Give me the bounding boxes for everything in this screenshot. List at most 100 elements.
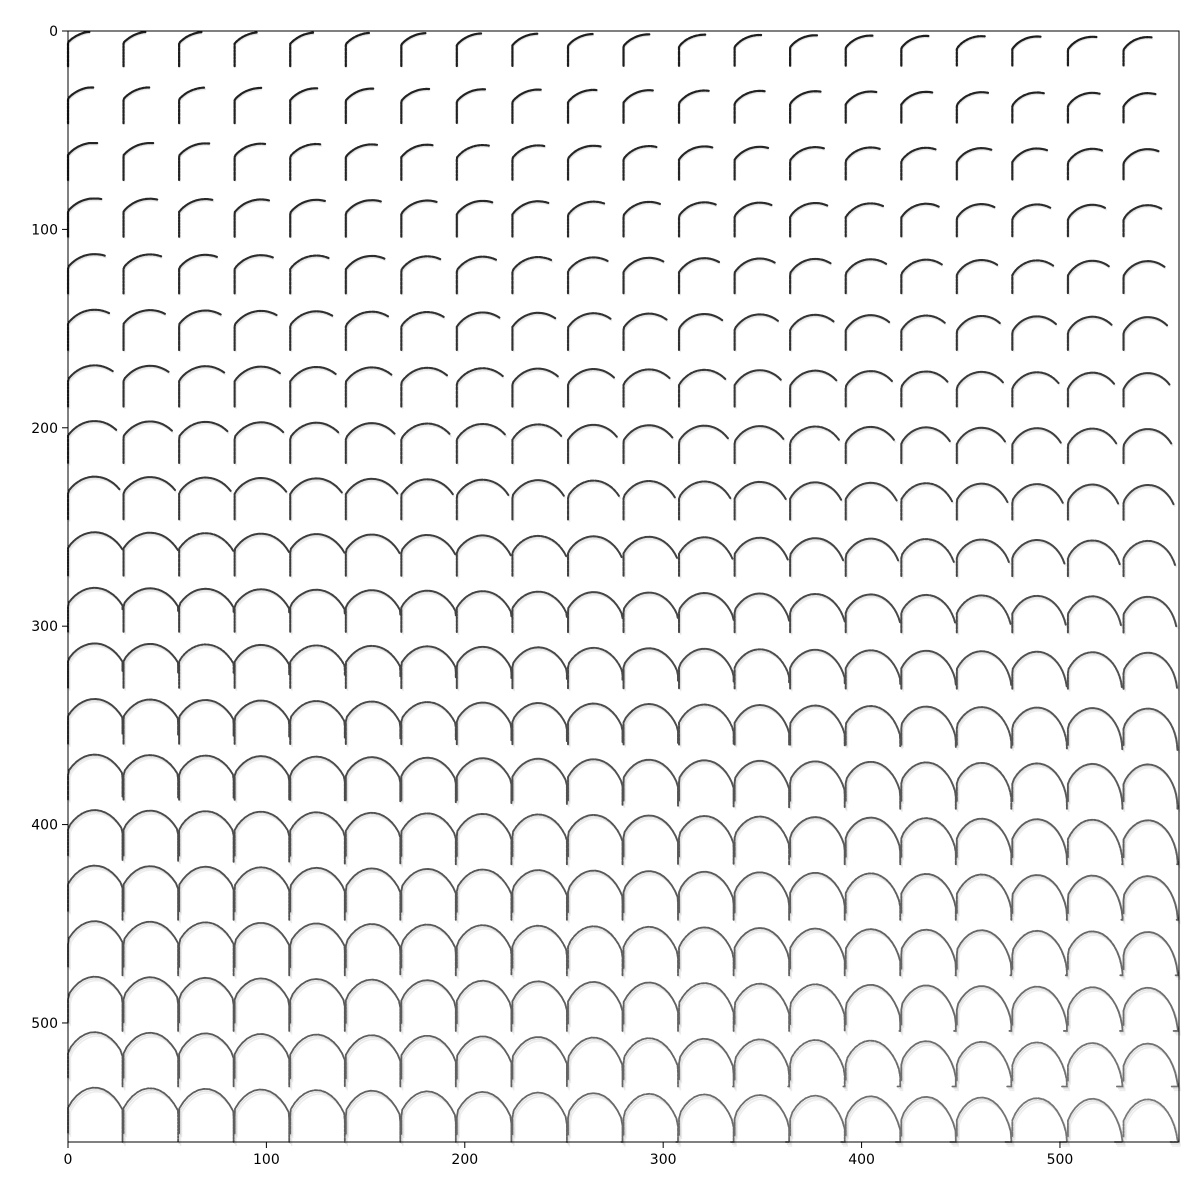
- tile-19-14: [844, 1095, 904, 1147]
- tile-arc: [122, 420, 173, 465]
- tile-0-17: [1011, 35, 1042, 68]
- tile-arc-shadow: [846, 204, 885, 239]
- tile-arc: [400, 979, 457, 1032]
- tile-arc: [233, 810, 291, 864]
- tile-arc: [122, 531, 179, 577]
- tile-arc: [122, 754, 180, 801]
- tile-arc: [1011, 985, 1068, 1032]
- tile-8-6: [400, 478, 456, 523]
- tile-4-17: [1011, 259, 1055, 296]
- tile-arc-shadow: [679, 315, 724, 353]
- tile-7-10: [622, 424, 675, 466]
- tile-arc-shadow: [347, 982, 404, 1035]
- tile-arc-shadow: [901, 261, 944, 296]
- tile-arc: [233, 31, 259, 68]
- tile-0-15: [900, 34, 930, 68]
- tile-arc: [344, 811, 402, 866]
- tile-arc-shadow: [568, 482, 622, 523]
- tile-arc-shadow: [679, 427, 730, 466]
- tile-8-16: [955, 482, 1010, 523]
- tile-arc: [455, 534, 512, 577]
- tile-arc: [1122, 763, 1179, 810]
- tile-arc: [1011, 929, 1068, 977]
- tile-8-12: [733, 480, 788, 523]
- tile-arc-shadow: [346, 313, 390, 353]
- tile-4-16: [955, 258, 1000, 296]
- tile-7-14: [844, 425, 897, 466]
- tile-0-8: [511, 32, 539, 68]
- tile-arc: [400, 812, 457, 866]
- tile-arc: [1122, 35, 1154, 67]
- tile-12-8: [511, 702, 570, 748]
- tile-1-1: [122, 86, 151, 125]
- tile-1-10: [622, 89, 654, 125]
- tile-3-10: [622, 200, 662, 239]
- tile-arc: [566, 312, 612, 352]
- tile-arc-shadow: [568, 426, 619, 466]
- tile-arc-shadow: [625, 1041, 682, 1091]
- tile-5-3: [233, 309, 279, 353]
- tile-arc: [567, 702, 624, 746]
- tile-arc: [566, 200, 606, 238]
- tile-1-2: [178, 86, 207, 125]
- tile-arc: [1122, 875, 1179, 921]
- tile-5-1: [122, 309, 167, 353]
- tile-arc: [844, 370, 893, 408]
- tile-arc: [122, 253, 163, 295]
- tile-6-5: [344, 366, 394, 409]
- tile-arc: [511, 32, 539, 67]
- tile-arc-shadow: [791, 1043, 848, 1092]
- tile-1-6: [400, 87, 431, 125]
- tile-arc: [900, 1095, 957, 1143]
- tile-arc: [789, 816, 846, 866]
- tile-3-9: [566, 200, 606, 239]
- tile-arc: [733, 648, 791, 690]
- tile-4-6: [400, 255, 442, 296]
- tile-11-10: [622, 647, 681, 692]
- tile-arc: [289, 755, 346, 802]
- tile-arc-shadow: [1069, 934, 1126, 980]
- tile-arc: [455, 478, 510, 521]
- tile-8-3: [233, 476, 289, 523]
- tile-6-12: [733, 369, 783, 409]
- tile-arc-shadow: [69, 812, 126, 864]
- tile-15-15: [900, 873, 959, 924]
- tile-arc: [844, 928, 902, 977]
- tile-arc: [678, 1037, 735, 1088]
- tile-arc: [1011, 1041, 1068, 1088]
- tile-7-3: [233, 421, 286, 466]
- tile-10-13: [789, 593, 848, 636]
- x-tick-label: 400: [848, 1152, 875, 1168]
- tile-arc: [1011, 203, 1052, 238]
- tile-0-7: [455, 32, 483, 68]
- tile-1-17: [1011, 91, 1045, 125]
- tile-arc-shadow: [458, 872, 515, 924]
- tile-arc: [1011, 259, 1055, 295]
- tile-19-16: [955, 1096, 1015, 1147]
- tile-arc-shadow: [401, 145, 435, 182]
- tile-arc: [789, 313, 835, 351]
- tile-7-18: [1066, 427, 1119, 466]
- tile-arc: [1066, 427, 1118, 465]
- tile-10-9: [567, 591, 626, 635]
- tile-arc-shadow: [1012, 317, 1058, 353]
- tile-5-18: [1066, 315, 1114, 353]
- tile-2-15: [900, 146, 937, 182]
- tile-arc: [900, 258, 943, 295]
- tile-arc-shadow: [513, 1040, 571, 1091]
- tile-arc: [678, 870, 735, 921]
- tile-arc: [622, 424, 674, 465]
- tile-5-9: [566, 312, 613, 353]
- tile-arc: [678, 926, 735, 977]
- tile-arc: [844, 1095, 902, 1143]
- tile-9-6: [400, 533, 458, 579]
- tile-arc-shadow: [569, 873, 626, 924]
- tile-2-10: [622, 145, 658, 182]
- tile-arc-shadow: [458, 816, 515, 868]
- tile-arc-shadow: [901, 204, 941, 239]
- tile-arc-shadow: [1069, 1046, 1126, 1092]
- tile-arc: [844, 705, 902, 748]
- tile-arc: [567, 758, 624, 806]
- tile-arc-shadow: [458, 928, 515, 979]
- tile-2-4: [289, 142, 323, 182]
